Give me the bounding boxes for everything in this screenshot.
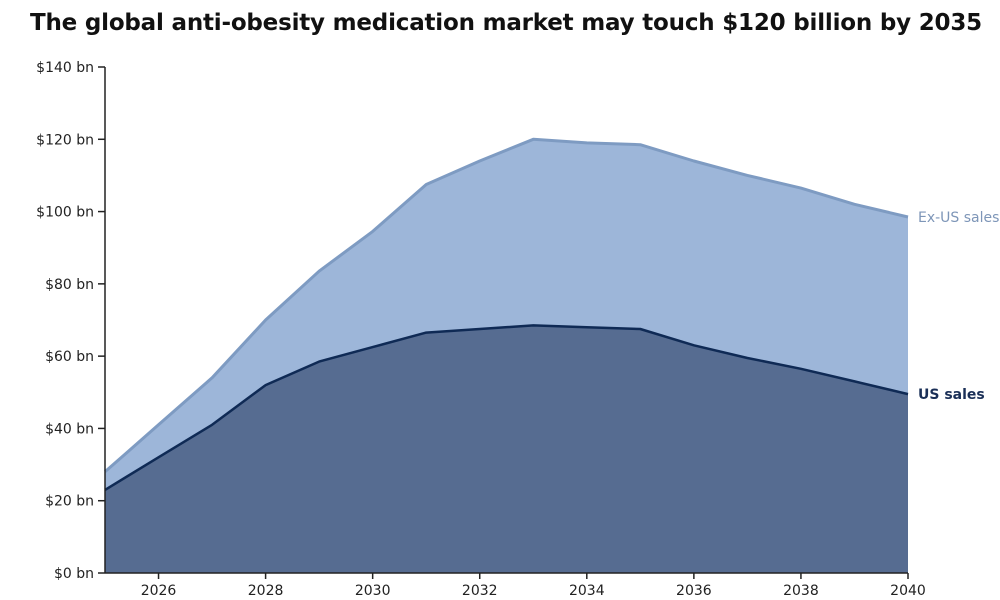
x-tick-label: 2026 <box>141 583 177 599</box>
x-tick-label: 2030 <box>355 583 391 599</box>
x-tick-label: 2040 <box>890 583 926 599</box>
axes-layer: $0 bn $20 bn $40 bn $60 bn $80 bn $100 bn $120… <box>36 60 926 599</box>
y-tick-label: $140 bn <box>36 60 94 76</box>
y-tick-label: $100 bn <box>36 205 94 221</box>
us-sales-area <box>105 325 908 573</box>
chart-title: The global anti-obesity medication marke… <box>30 10 982 36</box>
y-tick-label: $20 bn <box>45 494 94 510</box>
y-tick-label: $40 bn <box>45 421 94 437</box>
series-label-ex-us-sales: Ex-US sales <box>918 210 999 226</box>
areas-layer <box>105 139 908 573</box>
y-tick-label: $0 bn <box>54 566 94 582</box>
series-labels-layer: Ex-US sales US sales <box>918 210 999 403</box>
x-tick-label: 2036 <box>676 583 712 599</box>
us-sales-line <box>104 324 909 491</box>
ex-us-sales-line <box>104 137 909 473</box>
y-tick-label: $80 bn <box>45 277 94 293</box>
y-tick-label: $60 bn <box>45 349 94 365</box>
x-tick-label: 2034 <box>569 583 605 599</box>
x-tick-label: 2028 <box>248 583 284 599</box>
series-label-us-sales: US sales <box>918 387 985 403</box>
ex-us-sales-area <box>105 139 908 490</box>
y-tick-label: $120 bn <box>36 132 94 148</box>
lines-layer <box>104 137 909 491</box>
x-tick-label: 2032 <box>462 583 498 599</box>
x-tick-label: 2038 <box>783 583 819 599</box>
